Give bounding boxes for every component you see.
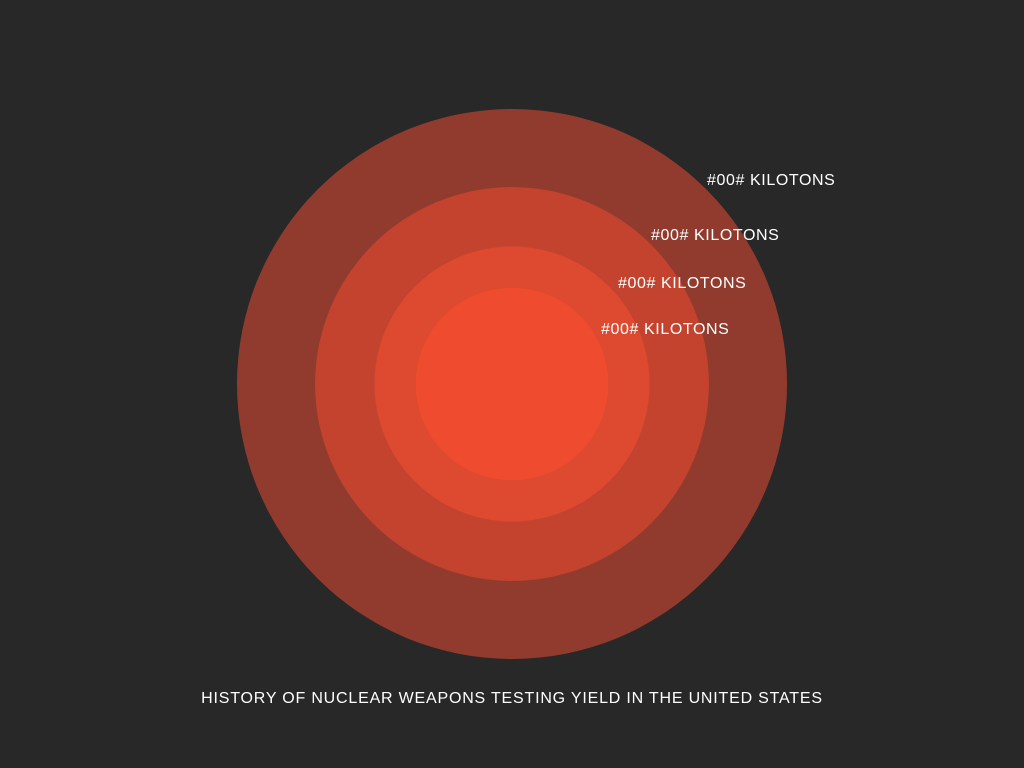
label-layer: #00# KILOTONS #00# KILOTONS #00# KILOTONS #… bbox=[601, 172, 835, 338]
ring-label-4: #00# KILOTONS bbox=[601, 321, 729, 338]
chart-title: HISTORY OF NUCLEAR WEAPONS TESTING YIELD… bbox=[201, 690, 823, 707]
ring-4 bbox=[415, 287, 609, 481]
ring-label-2: #00# KILOTONS bbox=[651, 227, 779, 244]
ring-label-1: #00# KILOTONS bbox=[707, 172, 835, 189]
ring-layer bbox=[237, 109, 787, 659]
ring-label-3: #00# KILOTONS bbox=[618, 275, 746, 292]
